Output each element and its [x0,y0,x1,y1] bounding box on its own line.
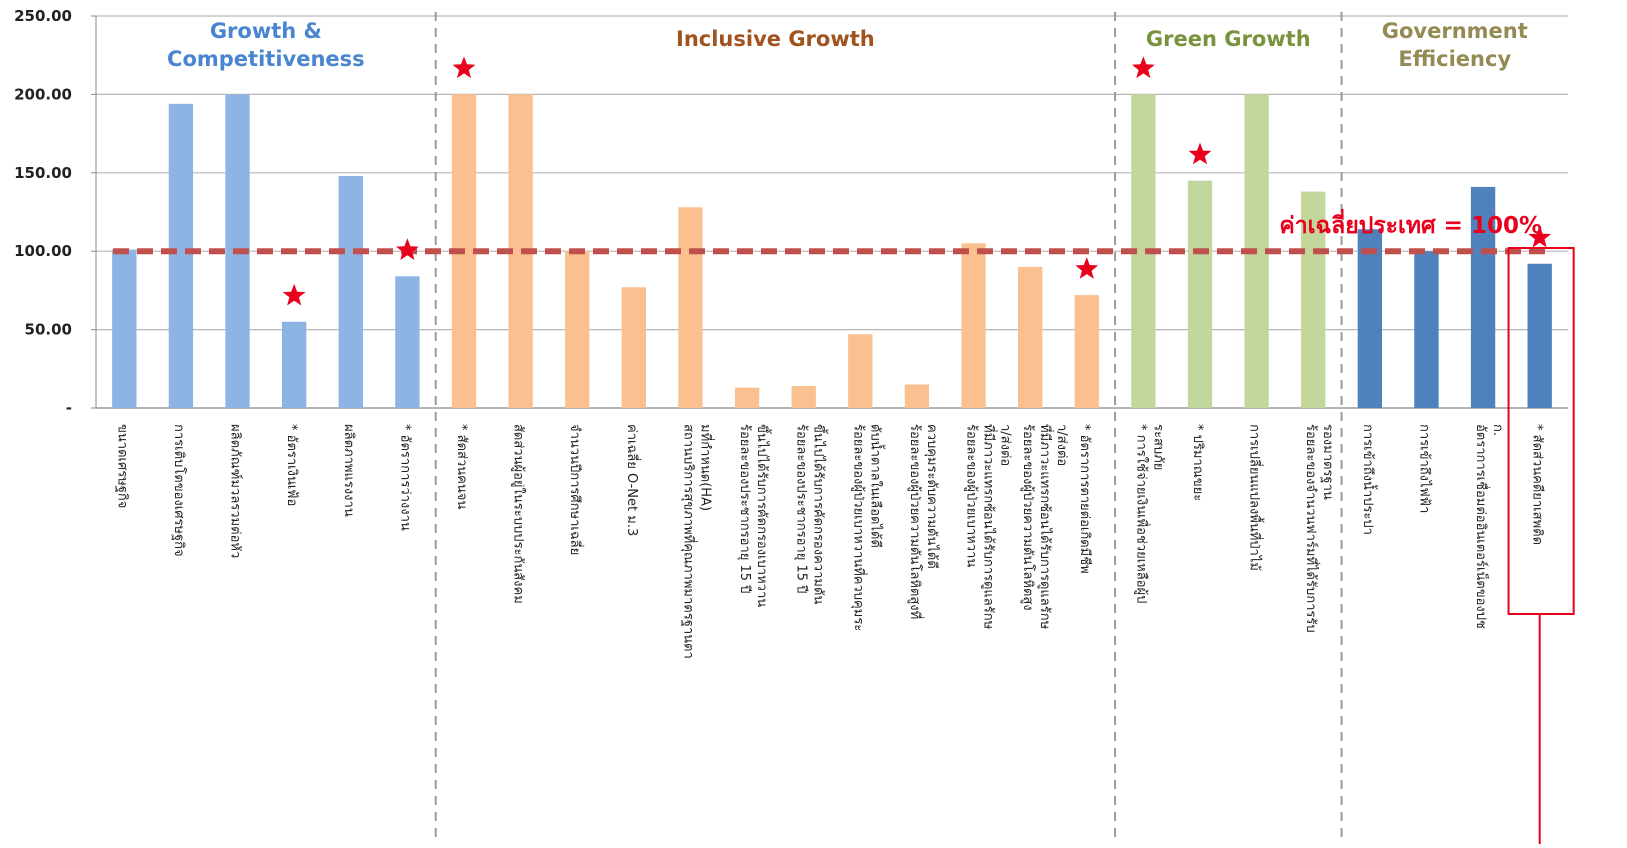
bar [621,287,647,408]
category-label: * อัตราเงินเฟ้อ [284,424,299,506]
category-label: สัดส่วนผู้อยู่ในระบบประกันสังคม [511,424,527,604]
category-label: ค่าเฉลี่ย O-Net ม.3 [624,424,641,536]
bar [1414,251,1439,408]
category-label: ร้อยละของจำนวนฟาร์มที่ได้รับการรับ รองมาต… [1303,424,1335,633]
bar [1017,266,1043,408]
category-label: จำนวนปีการศึกษาเฉลี่ย [567,424,584,555]
highlight-box [1507,247,1575,615]
bar [338,175,363,408]
bar [1301,191,1326,408]
group-title: Government Efficiency [1382,19,1528,71]
category-label: ร้อยละของผู้ป่วยความดันโลหิตสูง ที่มีภาวะ… [1020,424,1069,630]
y-tick-label: 250.00 [14,7,72,25]
group-dividers [434,12,1343,844]
highlight-annotation [1507,247,1575,844]
bar [112,249,137,408]
group-title: Green Growth [1146,27,1311,51]
category-label: ขนาดเศรษฐกิจ [114,424,129,508]
y-tick-label: 50.00 [25,321,72,339]
group-title: Inclusive Growth [676,27,875,51]
gridlines [96,15,1568,409]
category-label: * การใช้จ่ายเงินเพื่อช่วยเหลือผู้ป ระสบภั… [1133,424,1165,603]
bar [1527,263,1552,408]
bar [1470,186,1496,408]
group-titles: Growth & Competitiveness Inclusive Growth G… [167,19,1528,71]
star-icon [1528,225,1552,248]
bar [961,243,986,408]
reference-line-label: ค่าเฉลี่ยประเทศ = 100% [1279,208,1542,239]
category-label: * ปริมาณขยะ [1190,424,1205,501]
bar [168,103,194,409]
star-icon [1132,56,1155,79]
category-label: ร้อยละของผู้ป่วยความดันโลหิตสูงที่ ควบคุม… [907,424,940,619]
category-label: อัตราการเชื่อมต่ออินเตอร์เน็ตของปช ก. [1473,424,1505,629]
category-label: สถานบริการสุขภาพที่คุณภาพมาตรฐานตา มที่กำ… [680,424,714,659]
star-icon [282,283,306,306]
category-label: * อัตราการตายต่อเกิดมีชีพ [1077,424,1093,574]
category-label: ร้อยละของผู้ป่วยเบาหวาน ที่มีภาวะแทรกซ้อน… [964,424,1013,630]
group-title: Growth & Competitiveness [167,19,365,71]
category-label: * อัตราการว่างงาน [397,424,412,531]
category-label: การเปลี่ยนแปลงพื้นที่ป่าไม้ [1247,424,1265,571]
bar [904,384,930,408]
category-label: การเติบโตของเศรษฐกิจ [171,424,187,557]
bar [565,251,590,408]
bar [1187,180,1213,408]
bar [734,387,760,408]
bar [395,276,420,408]
bar [1357,229,1383,408]
star-icon [1188,142,1212,165]
star-icon [396,238,419,260]
star-icon [1075,257,1099,279]
bar [281,321,307,408]
y-axis: - 50.00 100.00 150.00 200.00 250.00 [14,7,97,417]
category-label: ผลิตภาพแรงงาน [341,424,356,517]
category-label: ร้อยละของผู้ป่วยเบาหวานที่ควบคุมระ ดับน้ำ… [850,424,885,631]
category-labels: ขนาดเศรษฐกิจ การเติบโตของเศรษฐกิจ ผลิตภัณฑ… [114,424,1545,659]
y-tick-label: - [66,399,72,417]
bar [791,386,816,408]
category-label: ร้อยละของประชากรอายุ 15 ปี ขึ้นไปได้รับกา… [737,424,772,607]
bar [678,207,703,408]
category-label: * สัดส่วนคนจน [454,424,469,509]
category-label: * สัดส่วนคดียาเสพติด [1530,424,1546,545]
category-label: ผลิตภัณฑ์มวลรวมต่อหัว [228,424,244,558]
y-tick-label: 100.00 [14,242,72,260]
y-tick-label: 150.00 [14,164,72,182]
category-label: การเข้าถึงไฟฟ้า [1416,424,1432,513]
category-label: ร้อยละของประชากรอายุ 15 ปี ขึ้นไปได้รับกา… [794,424,829,604]
category-label: การเข้าถึงน้ำประปา [1360,424,1378,535]
bar [1074,295,1099,408]
y-tick-label: 200.00 [14,85,72,103]
stars [282,56,1552,306]
bars [112,94,1552,409]
bar [848,334,873,408]
star-icon [452,56,476,79]
reference-line-group: ค่าเฉลี่ยประเทศ = 100% [112,208,1546,255]
